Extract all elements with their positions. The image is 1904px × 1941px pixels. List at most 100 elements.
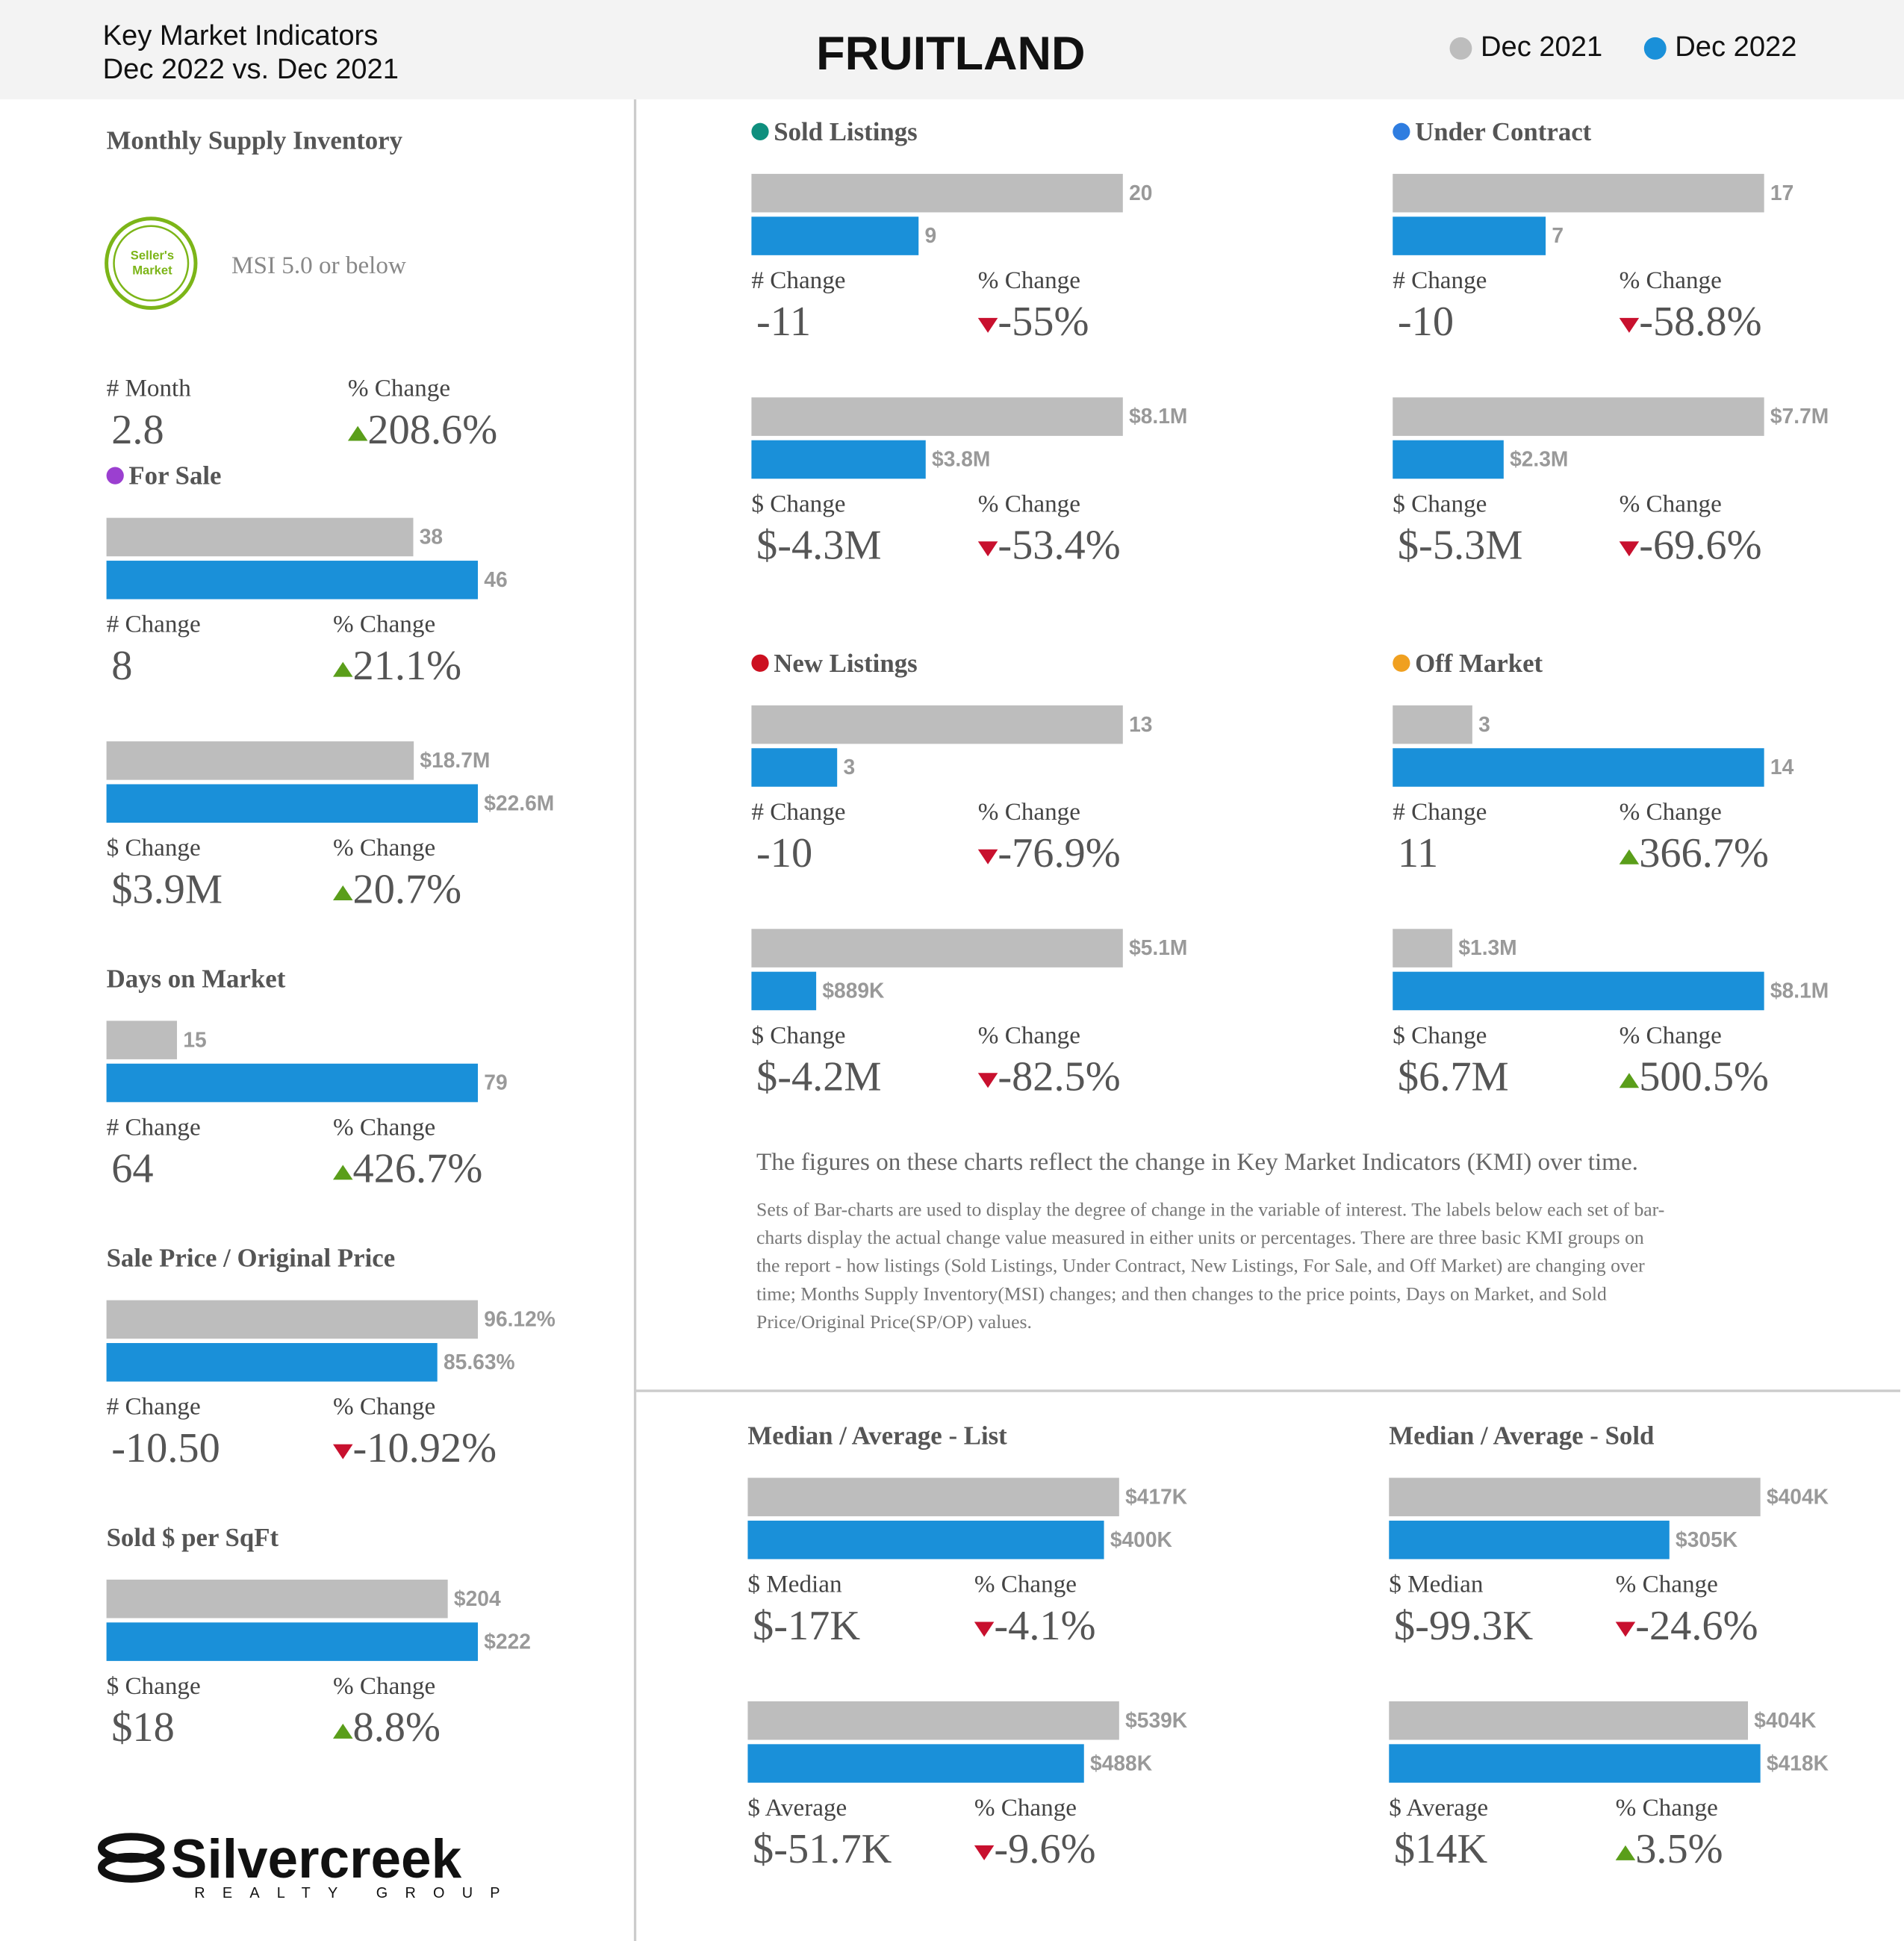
triangle-up	[1615, 1845, 1636, 1860]
stat-value: $14K	[1394, 1826, 1487, 1872]
stat-value: $18	[111, 1704, 175, 1751]
bar	[751, 705, 1123, 744]
stat-value: $-17K	[753, 1603, 860, 1649]
stat-value: -53.4%	[998, 522, 1120, 568]
bar	[106, 1300, 478, 1339]
triangle-down	[977, 1073, 998, 1088]
stat-label: % Change	[974, 1571, 1077, 1598]
bar	[106, 1343, 438, 1382]
stat-value: $6.7M	[1398, 1053, 1509, 1100]
title-dot	[751, 122, 769, 140]
stat-value: 8.8%	[353, 1704, 441, 1751]
bar	[1393, 173, 1764, 213]
stat-value: -24.6%	[1635, 1603, 1758, 1649]
bar-label: $22.6M	[484, 791, 554, 814]
section-title: Sold Listings	[774, 117, 917, 146]
bar-label: 85.63%	[444, 1350, 515, 1374]
bar-label: $8.1M	[1129, 404, 1187, 428]
bar	[751, 216, 919, 255]
bar-label: 9	[925, 223, 937, 247]
triangle-down	[977, 317, 998, 333]
bar-label: 7	[1552, 223, 1564, 247]
stat-value: $-99.3K	[1394, 1603, 1534, 1649]
bar-label: 46	[484, 567, 507, 591]
bar-label: $539K	[1125, 1708, 1188, 1732]
stat-label: $ Change	[1393, 1021, 1487, 1049]
logo: Silvercreek REALTY GROUP	[97, 1829, 517, 1901]
triangle-up	[333, 661, 353, 677]
bar	[751, 173, 1123, 213]
title-dot	[1393, 122, 1410, 140]
bar	[1393, 440, 1504, 479]
bar	[106, 784, 478, 823]
stat-label: # Change	[1393, 267, 1487, 294]
badge-text: Market	[132, 264, 172, 278]
stat-label: % Change	[333, 1393, 435, 1421]
triangle-up	[1619, 1073, 1640, 1088]
bar	[106, 1622, 478, 1661]
bar-label: $204	[454, 1586, 501, 1610]
notes-body: the report - how listings (Sold Listings…	[756, 1255, 1645, 1277]
notes-body: charts display the actual change value m…	[756, 1227, 1644, 1248]
bar-label: $222	[484, 1629, 531, 1653]
bar	[106, 561, 478, 599]
bar-label: 3	[843, 755, 855, 779]
section-title: Monthly Supply Inventory	[107, 126, 403, 155]
triangle-down	[974, 1621, 995, 1637]
bar	[106, 1021, 178, 1059]
stat-value: -82.5%	[998, 1053, 1120, 1100]
bar	[1393, 397, 1764, 436]
stat-label: # Month	[107, 375, 192, 402]
stat-label: % Change	[1616, 1571, 1718, 1598]
stat-value: -55%	[998, 299, 1089, 345]
stat-label: # Change	[751, 798, 845, 826]
logo-sub: REALTY GROUP	[194, 1885, 517, 1901]
stat-value: $3.9M	[111, 866, 223, 912]
bar	[106, 1579, 448, 1618]
triangle-up	[347, 426, 368, 441]
stat-label: # Change	[107, 1393, 201, 1421]
bar-label: 17	[1770, 181, 1793, 205]
triangle-down	[974, 1845, 995, 1860]
bar-label: $404K	[1754, 1708, 1817, 1732]
stat-label: % Change	[1620, 1021, 1722, 1049]
logo-name: Silvercreek	[171, 1829, 462, 1889]
section-title: New Listings	[774, 649, 917, 678]
stat-value: 500.5%	[1639, 1053, 1769, 1100]
stat-value: -69.6%	[1639, 522, 1761, 568]
notes-body: Sets of Bar-charts are used to display t…	[756, 1198, 1664, 1220]
section-title: Under Contract	[1415, 117, 1592, 146]
stat-label: % Change	[978, 490, 1080, 517]
stat-label: $ Change	[107, 1672, 201, 1700]
bar	[1393, 705, 1472, 744]
stat-value: $-51.7K	[753, 1826, 892, 1872]
legend-swatch	[1643, 37, 1667, 60]
bar-label: 3	[1478, 712, 1490, 736]
stat-value: -10.50	[111, 1425, 220, 1471]
bar-label: $18.7M	[420, 748, 490, 772]
triangle-up	[333, 885, 353, 901]
stat-value: $-5.3M	[1398, 522, 1523, 568]
header-bg	[0, 0, 1904, 100]
stat-value: -10	[1398, 299, 1454, 345]
logo-swirl	[97, 1852, 165, 1883]
stat-label: % Change	[333, 1113, 435, 1141]
triangle-up	[333, 1165, 353, 1180]
bar-label: 15	[183, 1027, 206, 1051]
bar-label: $1.3M	[1458, 935, 1516, 959]
stat-value: 2.8	[111, 407, 164, 453]
bar	[1393, 971, 1764, 1011]
header-line: Key Market Indicators	[103, 19, 379, 52]
section-title: Median / Average - List	[747, 1421, 1007, 1451]
stat-label: $ Median	[747, 1571, 842, 1598]
triangle-down	[977, 849, 998, 864]
stat-value: -11	[756, 299, 811, 345]
bar-label: 38	[420, 525, 443, 549]
stat-value: 20.7%	[353, 866, 462, 912]
section-title: Off Market	[1415, 649, 1543, 678]
stat-label: % Change	[978, 1021, 1080, 1049]
section-title: Days on Market	[107, 964, 286, 993]
stat-label: % Change	[333, 834, 435, 862]
